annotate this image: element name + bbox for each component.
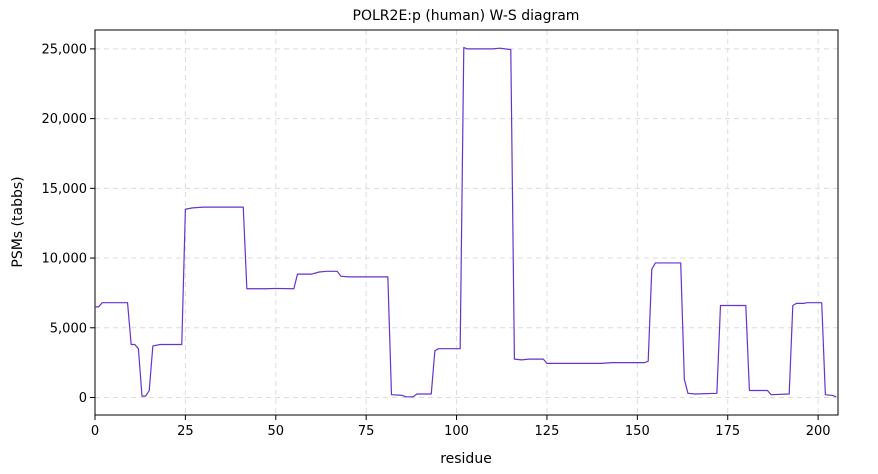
y-tick-label: 5,000: [50, 321, 87, 336]
x-tick-label: 100: [444, 424, 469, 439]
y-tick-label: 25,000: [42, 42, 88, 57]
x-axis-label: residue: [440, 451, 492, 467]
x-tick-label: 50: [268, 424, 285, 439]
x-tick-label: 75: [358, 424, 375, 439]
y-tick-label: 0: [79, 391, 87, 406]
x-tick-label: 175: [715, 424, 740, 439]
y-tick-label: 10,000: [42, 252, 88, 267]
x-tick-label: 0: [91, 424, 99, 439]
x-tick-label: 200: [806, 424, 831, 439]
chart-title: POLR2E:p (human) W-S diagram: [353, 8, 580, 24]
plot-frame: [94, 29, 839, 416]
y-tick-label: 15,000: [42, 182, 88, 197]
y-axis-label: PSMs (tabbs): [10, 176, 26, 267]
x-tick-label: 25: [177, 424, 194, 439]
x-tick-label: 125: [535, 424, 560, 439]
x-tick-label: 150: [625, 424, 650, 439]
data-line: [95, 46, 837, 398]
y-tick-label: 20,000: [42, 112, 88, 127]
